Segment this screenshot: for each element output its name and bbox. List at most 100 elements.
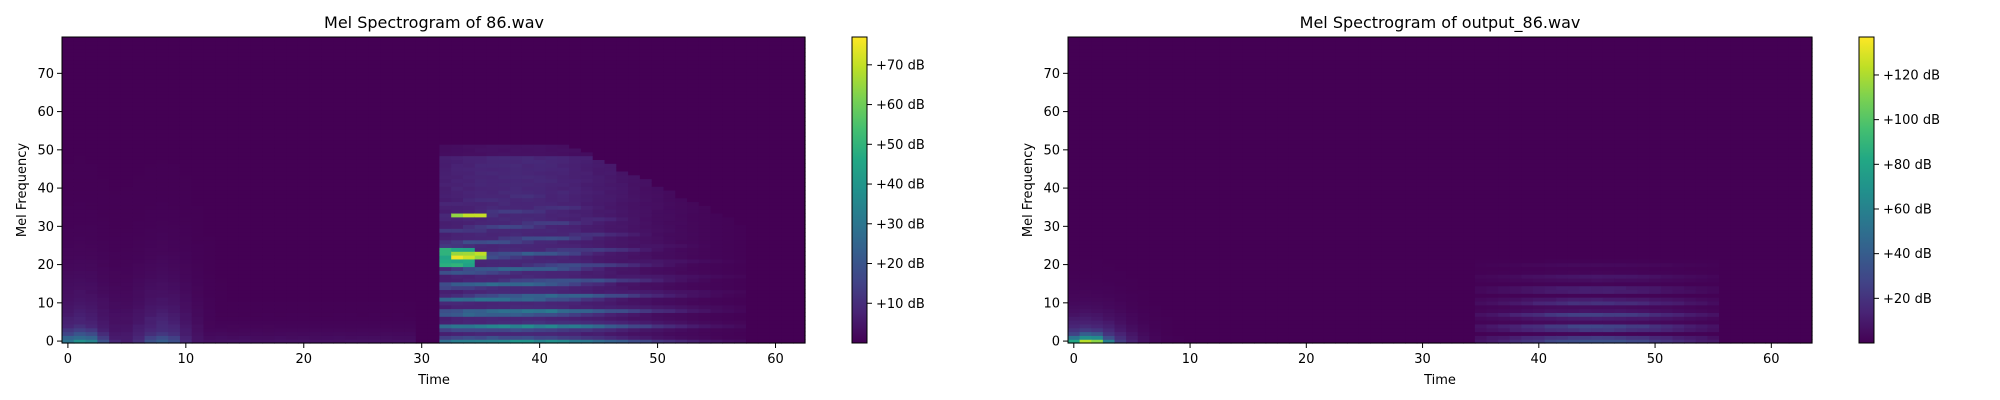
heatmap-cell: [168, 293, 181, 298]
heatmap-cell: [663, 274, 676, 279]
heatmap-cell: [580, 94, 594, 99]
heatmap-cell: [580, 201, 594, 206]
heatmap-cell: [675, 212, 688, 218]
heatmap-cell: [345, 212, 358, 218]
heatmap-cell: [227, 79, 240, 84]
heatmap-cell: [675, 304, 688, 310]
heatmap-cell: [769, 56, 783, 61]
heatmap-cell: [297, 59, 311, 65]
heatmap-cell: [616, 136, 629, 141]
heatmap-cell: [132, 67, 146, 73]
heatmap-cell: [120, 320, 134, 325]
heatmap-cell: [675, 48, 688, 53]
heatmap-cell: [781, 155, 794, 160]
heatmap-cell: [250, 40, 264, 46]
heatmap-cell: [510, 209, 523, 214]
heatmap-cell: [663, 59, 676, 65]
heatmap-cell: [297, 140, 311, 145]
heatmap-cell: [569, 98, 582, 103]
heatmap-cell: [427, 224, 440, 229]
heatmap-cell: [191, 105, 205, 111]
heatmap-cell: [404, 178, 417, 183]
heatmap-cell: [616, 37, 629, 42]
heatmap-cell: [439, 174, 452, 180]
heatmap-cell: [85, 186, 98, 191]
heatmap-cell: [663, 258, 676, 264]
heatmap-cell: [109, 52, 122, 57]
heatmap-cell: [345, 193, 358, 199]
heatmap-cell: [687, 63, 700, 69]
heatmap-cell: [675, 105, 688, 111]
heatmap-cell: [203, 220, 216, 226]
heatmap-cell: [168, 277, 181, 283]
heatmap-cell: [392, 212, 405, 218]
heatmap-cell: [439, 63, 452, 69]
heatmap-cell: [675, 339, 688, 344]
heatmap-cell: [321, 44, 334, 50]
heatmap-cell: [238, 235, 252, 241]
heatmap-cell: [557, 48, 570, 53]
heatmap-cell: [698, 56, 712, 61]
heatmap-cell: [746, 289, 759, 294]
heatmap-cell: [510, 190, 523, 195]
heatmap-cell: [628, 151, 641, 157]
heatmap-cell: [404, 132, 417, 138]
heatmap-cell: [333, 67, 346, 73]
heatmap-cell: [380, 132, 393, 138]
heatmap-cell: [203, 113, 216, 118]
heatmap-cell: [510, 128, 523, 134]
heatmap-cell: [345, 102, 358, 107]
heatmap-cell: [156, 151, 169, 157]
heatmap-cell: [392, 335, 405, 340]
heatmap-cell: [734, 193, 747, 199]
heatmap-cell: [62, 258, 75, 264]
heatmap-cell: [380, 235, 393, 241]
heatmap-cell: [179, 147, 193, 153]
heatmap-cell: [604, 170, 617, 176]
heatmap-cell: [439, 170, 452, 176]
heatmap-cell: [521, 155, 535, 160]
heatmap-cell: [109, 155, 122, 160]
heatmap-cell: [274, 262, 287, 268]
heatmap-cell: [451, 255, 464, 260]
heatmap-cell: [580, 331, 594, 336]
heatmap-cell: [286, 266, 299, 271]
heatmap-cell: [73, 113, 87, 118]
heatmap-cell: [486, 147, 499, 153]
heatmap-cell: [368, 197, 382, 203]
heatmap-cell: [179, 37, 193, 42]
heatmap-cell: [722, 86, 735, 92]
heatmap-cell: [757, 98, 771, 103]
heatmap-cell: [474, 136, 488, 141]
heatmap-cell: [757, 277, 771, 283]
heatmap-cell: [191, 312, 205, 317]
heatmap-cell: [156, 155, 169, 160]
heatmap-cell: [109, 297, 122, 302]
heatmap-cell: [109, 312, 122, 317]
heatmap-cell: [451, 216, 464, 222]
heatmap-cell: [156, 308, 169, 313]
heatmap-cell: [734, 212, 747, 218]
heatmap-cell: [639, 147, 653, 153]
heatmap-cell: [769, 316, 783, 321]
heatmap-cell: [62, 82, 75, 88]
heatmap-cell: [345, 281, 358, 287]
heatmap-cell: [345, 331, 358, 336]
heatmap-cell: [710, 117, 724, 122]
heatmap-cell: [710, 316, 724, 321]
heatmap-cell: [687, 312, 700, 317]
heatmap-cell: [109, 151, 122, 157]
heatmap-cell: [734, 44, 747, 50]
heatmap-cell: [297, 193, 311, 199]
heatmap-cell: [604, 335, 617, 340]
heatmap-cell: [345, 79, 358, 84]
heatmap-cell: [592, 235, 606, 241]
heatmap-cell: [734, 266, 747, 271]
heatmap-cell: [404, 316, 417, 321]
heatmap-cell: [144, 224, 157, 229]
heatmap-cell: [781, 75, 794, 80]
heatmap-cell: [309, 251, 323, 256]
heatmap-cell: [722, 82, 735, 88]
heatmap-cell: [734, 285, 747, 291]
heatmap-cell: [510, 52, 523, 57]
